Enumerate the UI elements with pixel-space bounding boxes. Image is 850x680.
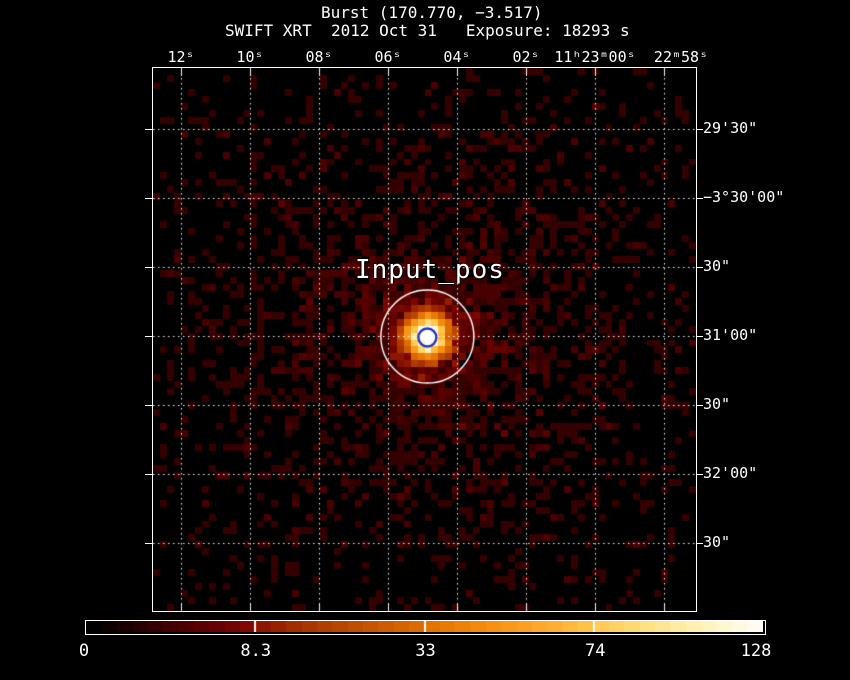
y-axis-tick-left: [145, 543, 152, 545]
y-axis-tick-label: 30": [703, 394, 731, 413]
y-axis-tick-right: [696, 474, 703, 475]
y-axis-tick-left: [145, 404, 152, 406]
x-axis-tick-label: 08ˢ: [305, 48, 333, 66]
x-axis-tick-label: 11ʰ23ᵐ00ˢ: [554, 48, 636, 66]
input-pos-annotation-label: Input_pos: [355, 255, 505, 285]
y-axis-tick-label: −3°30'00": [703, 187, 785, 206]
y-axis-tick-right: [696, 267, 703, 268]
plot-frame: [152, 67, 697, 612]
y-axis-tick-left: [145, 335, 152, 337]
colorbar-tick-label: 8.3: [240, 641, 272, 661]
y-axis-tick-label: 30": [703, 257, 731, 275]
y-axis-tick-left: [145, 474, 152, 475]
x-axis-tick-label: 12ˢ: [167, 48, 195, 66]
page-title: Burst (170.770, −3.517): [321, 3, 543, 22]
y-axis-tick-right: [696, 128, 703, 130]
x-axis-tick-label: 10ˢ: [236, 48, 264, 66]
x-axis-tick-label: 22ᵐ58ˢ: [653, 48, 709, 66]
y-axis-tick-label: 30": [703, 533, 731, 552]
colorbar-gradient-canvas: [86, 621, 763, 632]
y-axis-tick-right: [696, 543, 703, 545]
colorbar: [85, 620, 766, 635]
colorbar-tick-label: 74: [585, 641, 606, 661]
colorbar-tick-label: 33: [415, 641, 436, 661]
y-axis-tick-label: 31'00": [703, 325, 758, 344]
y-axis-tick-right: [696, 335, 703, 337]
page-subtitle: SWIFT XRT 2012 Oct 31 Exposure: 18293 s: [225, 21, 630, 40]
y-axis-tick-label: 29'30": [703, 118, 758, 137]
y-axis-tick-left: [145, 128, 152, 130]
colorbar-tick-label: 0: [78, 641, 90, 661]
x-axis-tick-label: 06ˢ: [374, 48, 402, 66]
y-axis-tick-right: [696, 197, 703, 199]
y-axis-tick-right: [696, 404, 703, 406]
colorbar-tick-label: 128: [740, 641, 772, 661]
x-axis-tick-label: 04ˢ: [443, 48, 471, 66]
y-axis-tick-left: [145, 267, 152, 268]
y-axis-tick-label: 32'00": [703, 464, 758, 482]
y-axis-tick-left: [145, 197, 152, 199]
xray-image-canvas: [153, 68, 696, 611]
x-axis-tick-label: 02ˢ: [512, 48, 540, 66]
